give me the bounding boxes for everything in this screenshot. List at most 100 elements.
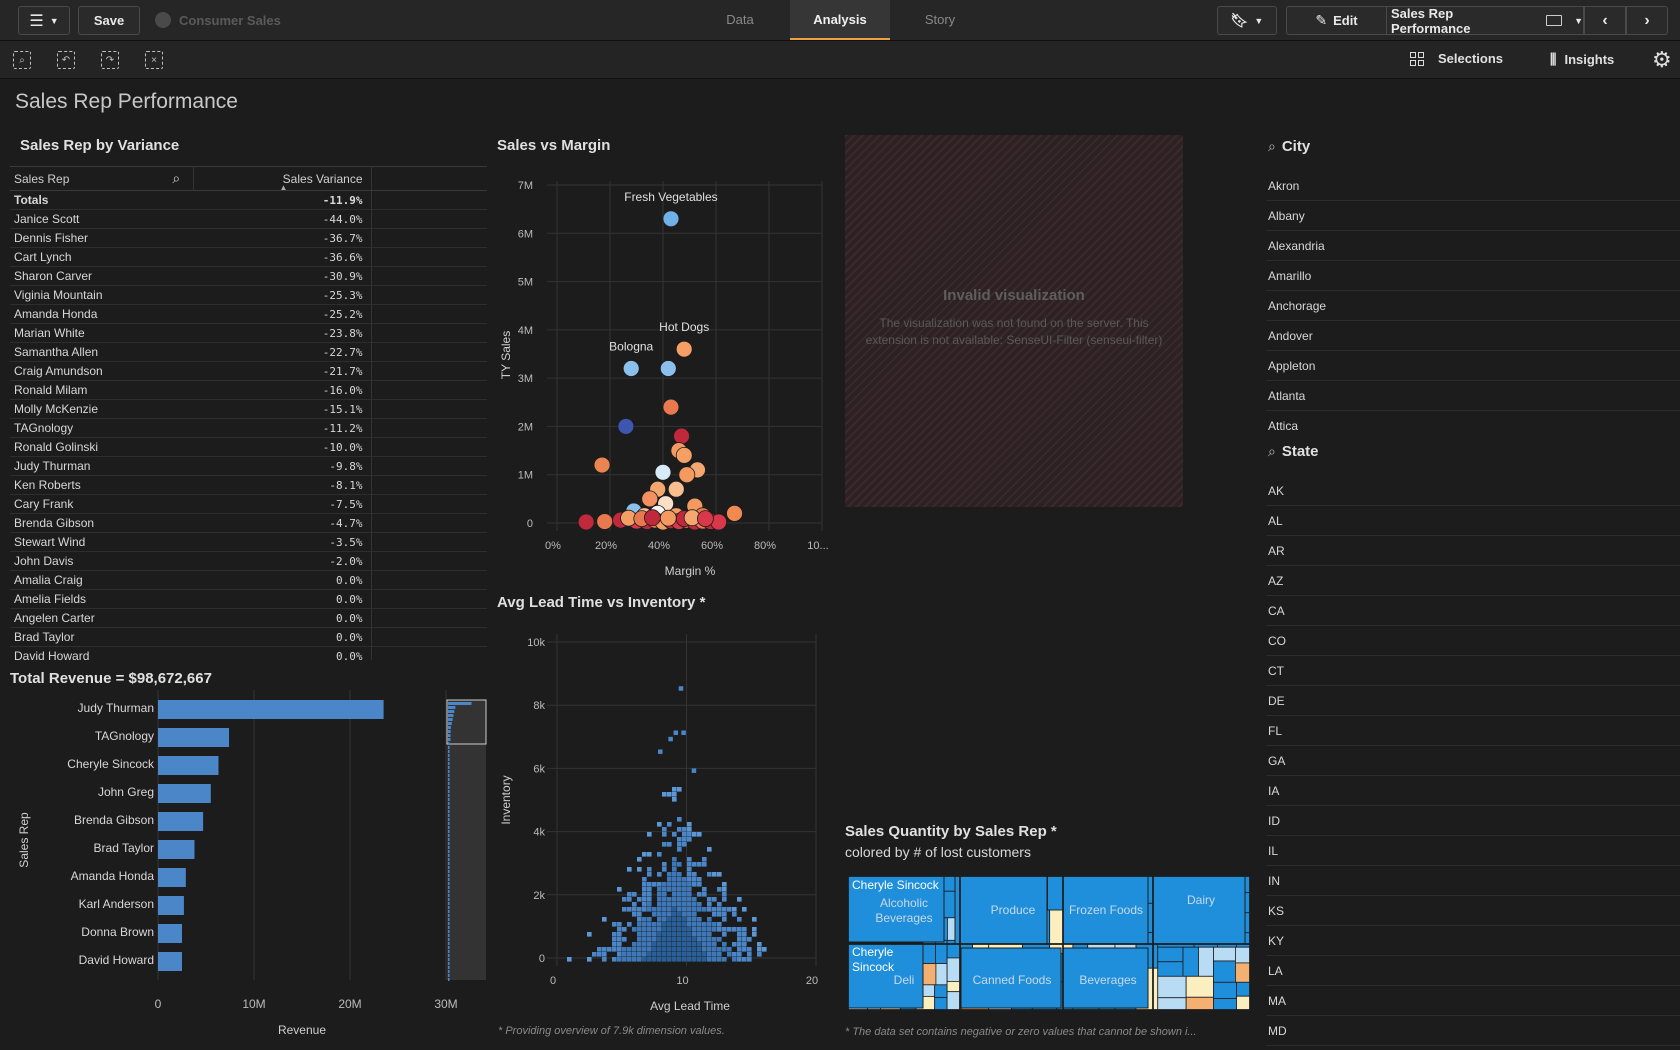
rep-name[interactable]: Cart Lynch [10,247,193,267]
table-row[interactable]: Cary Frank -7.5% [10,494,487,514]
edit-button[interactable]: ✎ Edit [1286,6,1386,35]
list-item[interactable]: Alexandria [1266,231,1680,261]
bar[interactable] [158,812,204,831]
rep-name[interactable]: Janice Scott [10,209,193,229]
rep-name[interactable]: John Davis [10,551,193,571]
table-row[interactable]: Sharon Carver -30.9% [10,266,487,286]
list-item[interactable]: CO [1266,626,1680,656]
treemap-cell[interactable] [1235,946,1250,964]
category-label[interactable]: Karl Anderson [79,897,154,911]
rep-name[interactable]: David Howard [10,646,193,660]
state-filter-header[interactable]: ⌕ State [1268,443,1319,460]
mini-chart-scrollbar[interactable] [447,700,486,980]
mini-chart-viewport[interactable] [446,699,487,745]
bar[interactable] [158,840,195,859]
table-row[interactable]: Brad Taylor 0.0% [10,627,487,647]
insights-button[interactable]: ⫼ Insights [1550,51,1614,68]
treemap-cell[interactable] [1157,997,1187,1011]
rep-name[interactable]: TAGnology [10,418,193,438]
table-row[interactable]: Marian White -23.8% [10,323,487,343]
table-row[interactable]: Ronald Golinski -10.0% [10,437,487,457]
category-label[interactable]: TAGnology [95,729,154,743]
scatter-point[interactable] [593,456,611,474]
bar[interactable] [158,728,230,747]
treemap-cell[interactable] [1198,946,1214,977]
rep-name[interactable]: Viginia Mountain [10,285,193,305]
list-item[interactable]: IN [1266,866,1680,896]
category-label[interactable]: Brenda Gibson [74,813,154,827]
list-item[interactable]: Akron [1266,171,1680,201]
rep-name[interactable]: Ronald Milam [10,380,193,400]
list-item[interactable]: MD [1266,1016,1680,1046]
list-item[interactable]: CA [1266,596,1680,626]
table-row[interactable]: TAGnology -11.2% [10,418,487,438]
list-item[interactable]: AL [1266,506,1680,536]
rep-name[interactable]: Samantha Allen [10,342,193,362]
tab-analysis[interactable]: Analysis [790,0,890,40]
list-item[interactable]: AZ [1266,566,1680,596]
category-label[interactable]: Cheryle Sincock [67,757,155,771]
step-back-icon[interactable]: ↶ [57,51,75,69]
treemap-cell[interactable] [1182,946,1199,977]
scatter-point[interactable] [675,340,693,358]
list-item[interactable]: MA [1266,986,1680,1016]
rep-name[interactable]: Molly McKenzie [10,399,193,419]
treemap-cell[interactable] [1152,876,1246,945]
list-item[interactable]: Atlanta [1266,381,1680,411]
table-row[interactable]: Ronald Milam -16.0% [10,380,487,400]
lead-time-heatmap[interactable]: 0 10 20 0 2k 4k 6k 8k 10k Avg Lead Time Inventory [490,620,830,1020]
list-item[interactable]: GA [1266,746,1680,776]
rep-name[interactable]: Cary Frank [10,494,193,514]
treemap-cell[interactable] [1157,961,1184,977]
col-header-sales-variance[interactable]: Sales Variance ▲ [193,166,372,192]
category-label[interactable]: Judy Thurman [78,701,154,715]
rep-name[interactable]: Craig Amundson [10,361,193,381]
rep-name[interactable]: Dennis Fisher [10,228,193,248]
category-label[interactable]: Brad Taylor [94,841,154,855]
scatter-point[interactable] [577,513,595,531]
table-row[interactable]: Judy Thurman -9.8% [10,456,487,476]
previous-sheet-button[interactable]: ‹ [1584,6,1626,35]
revenue-bar-chart[interactable]: 0 10M 20M 30M Judy Thurman TAGnology Cheryle S… [0,690,490,1040]
list-item[interactable]: IL [1266,836,1680,866]
table-row[interactable]: Viginia Mountain -25.3% [10,285,487,305]
table-row[interactable]: Stewart Wind -3.5% [10,532,487,552]
search-column-button[interactable]: ⌕ [160,166,194,191]
table-row[interactable]: Amalia Craig 0.0% [10,570,487,590]
scatter-point[interactable] [667,480,685,498]
scatter-point[interactable] [662,210,680,228]
global-menu-button[interactable]: ☰ ▼ [18,6,70,35]
bar[interactable] [158,952,182,971]
selections-button[interactable]: Selections [1410,51,1503,66]
list-item[interactable]: Amarillo [1266,261,1680,291]
scatter-point[interactable] [678,466,696,484]
treemap-cell[interactable] [1185,975,1214,998]
treemap-cell[interactable] [1236,995,1250,1011]
gear-icon[interactable]: ⚙ [1652,47,1672,72]
bar[interactable] [158,924,182,943]
list-item[interactable]: KY [1266,926,1680,956]
table-row[interactable]: Amelia Fields 0.0% [10,589,487,609]
treemap-cell[interactable] [848,942,924,1009]
rep-name[interactable]: Angelen Carter [10,608,193,628]
scatter-point[interactable] [659,509,677,527]
rep-name[interactable]: Amanda Honda [10,304,193,324]
rep-name[interactable]: Amelia Fields [10,589,193,609]
treemap-cell[interactable] [1213,998,1237,1011]
table-row[interactable]: Molly McKenzie -15.1% [10,399,487,419]
scatter-point[interactable] [596,513,614,530]
bar[interactable] [158,756,219,775]
scatter-point[interactable] [654,463,672,481]
list-item[interactable]: Attica [1266,411,1680,431]
rep-name[interactable]: Sharon Carver [10,266,193,286]
table-row[interactable]: Craig Amundson -21.7% [10,361,487,381]
treemap-cell[interactable] [1185,996,1214,1011]
list-item[interactable]: DE [1266,686,1680,716]
treemap-cell[interactable] [1062,947,1149,1009]
list-item[interactable]: LA [1266,956,1680,986]
table-row[interactable]: Angelen Carter 0.0% [10,608,487,628]
treemap-cell[interactable] [1157,946,1184,963]
table-row[interactable]: Brenda Gibson -4.7% [10,513,487,533]
category-label[interactable]: John Greg [98,785,154,799]
scatter-point[interactable] [673,427,690,445]
